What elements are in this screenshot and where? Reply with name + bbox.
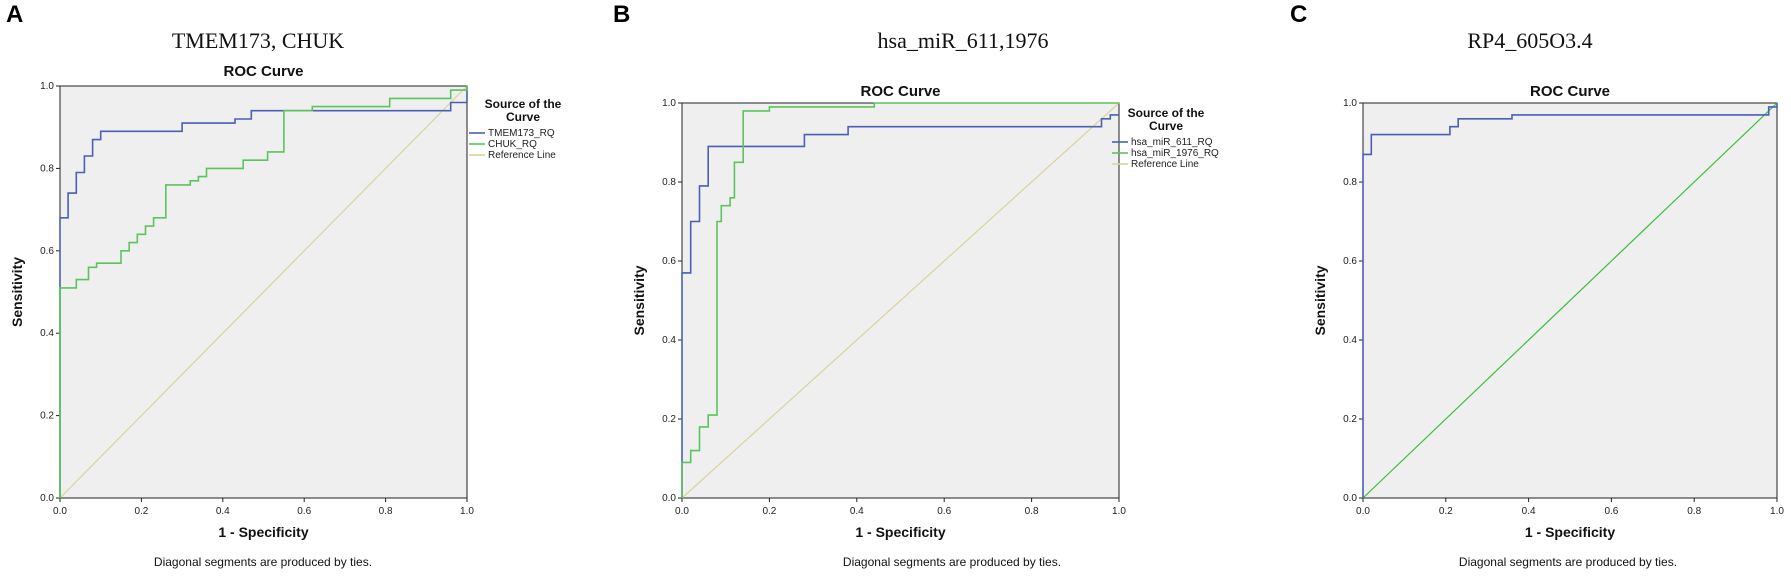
chart-title: ROC Curve xyxy=(1530,83,1610,100)
panel-a: A TMEM173, CHUK ROC Curve 0.0 0.2 0.4 0.6 0.8 1.… xyxy=(6,1,562,569)
legend-entry-chuk-rq: CHUK_RQ xyxy=(488,139,537,150)
chart-title: ROC Curve xyxy=(223,63,303,80)
legend-entry-tmem173-rq: TMEM173_RQ xyxy=(488,128,555,139)
x-tick-label: 1.0 xyxy=(1112,506,1126,517)
panel-title: RP4_605O3.4 xyxy=(1467,28,1592,53)
legend-entry-hsa-mir-611-rq: hsa_miR_611_RQ xyxy=(1131,137,1213,148)
x-tick-label: 0.8 xyxy=(379,506,393,517)
series-line-hsa-mir-1976-rq xyxy=(681,102,1119,498)
panel-letter: B xyxy=(613,1,630,28)
x-tick-label: 0.0 xyxy=(675,506,689,517)
legend-entry-reference-line: Reference Line xyxy=(488,150,556,161)
y-tick-label: 0.8 xyxy=(1343,177,1357,188)
y-tick-label: 1.0 xyxy=(1343,98,1357,109)
y-tick-label: 0.0 xyxy=(662,493,676,504)
y-tick-label: 0.6 xyxy=(662,256,676,267)
legend-title: Source of the Curve xyxy=(485,97,562,124)
x-tick-label: 0.6 xyxy=(937,506,951,517)
series-line-reference-line xyxy=(59,85,468,499)
legend: Source of the Curve hsa_miR_611_RQhsa_miR_… xyxy=(1112,106,1219,170)
footnote: Diagonal segments are produced by ties. xyxy=(843,555,1061,569)
y-tick-label: 0.0 xyxy=(1343,493,1357,504)
y-tick-label: 0.6 xyxy=(1343,256,1357,267)
x-tick-label: 0.2 xyxy=(762,506,776,517)
y-tick-label: 1.0 xyxy=(662,98,676,109)
panel-title: TMEM173, CHUK xyxy=(172,28,344,53)
y-axis-label: Sensitivity xyxy=(9,257,25,327)
y-tick-label: 0.8 xyxy=(662,177,676,188)
legend-entry-hsa-mir-1976-rq: hsa_miR_1976_RQ xyxy=(1131,148,1219,159)
x-tick-label: 1.0 xyxy=(1770,506,1784,517)
chart-title: ROC Curve xyxy=(860,83,940,100)
x-tick-label: 0.8 xyxy=(1025,506,1039,517)
footnote: Diagonal segments are produced by ties. xyxy=(1459,555,1677,569)
y-tick-label: 0.0 xyxy=(40,493,54,504)
x-tick-label: 0.6 xyxy=(297,506,311,517)
panel-title: hsa_miR_611,1976 xyxy=(878,28,1049,53)
x-tick-label: 0.2 xyxy=(1439,506,1453,517)
y-tick-label: 0.2 xyxy=(40,411,54,422)
series-line-tmem173-rq xyxy=(59,86,468,498)
series-line-hsa-mir-611-rq xyxy=(681,114,1119,498)
y-axis-label: Sensitivity xyxy=(1312,265,1328,335)
x-tick-label: 0.4 xyxy=(216,506,230,517)
series-line-reference-line xyxy=(1362,102,1778,499)
x-axis-label: 1 - Specificity xyxy=(218,524,308,540)
legend-title: Source of the Curve xyxy=(1128,106,1205,133)
x-tick-label: 1.0 xyxy=(460,506,474,517)
y-tick-label: 0.2 xyxy=(662,414,676,425)
panel-letter: A xyxy=(6,1,23,28)
y-tick-label: 0.4 xyxy=(662,335,676,346)
x-tick-label: 0.0 xyxy=(1356,506,1370,517)
panel-c: C RP4_605O3.4 ROC Curve 0.0 0.2 0.4 0.6 0.8 1.0 0… xyxy=(1290,1,1784,569)
y-tick-label: 0.4 xyxy=(40,328,54,339)
y-tick-label: 0.4 xyxy=(1343,335,1357,346)
x-tick-label: 0.2 xyxy=(134,506,148,517)
footnote: Diagonal segments are produced by ties. xyxy=(154,555,372,569)
x-tick-label: 0.6 xyxy=(1604,506,1618,517)
x-tick-label: 0.4 xyxy=(1522,506,1536,517)
legend-entry-reference-line: Reference Line xyxy=(1131,159,1199,170)
x-axis-label: 1 - Specificity xyxy=(855,524,945,540)
series-line-rp4-605o3-4 xyxy=(1362,103,1778,498)
y-tick-label: 0.2 xyxy=(1343,414,1357,425)
x-tick-label: 0.8 xyxy=(1687,506,1701,517)
x-axis-label: 1 - Specificity xyxy=(1525,524,1615,540)
x-tick-label: 0.0 xyxy=(53,506,67,517)
legend: Source of the Curve TMEM173_RQCHUK_RQRefer… xyxy=(469,97,562,161)
series-line-chuk-rq xyxy=(59,86,468,498)
panel-letter: C xyxy=(1290,1,1307,28)
x-tick-label: 0.4 xyxy=(850,506,864,517)
y-tick-label: 0.6 xyxy=(40,246,54,257)
y-axis-label: Sensitivity xyxy=(631,265,647,335)
y-tick-label: 0.8 xyxy=(40,163,54,174)
series-line-reference-line xyxy=(681,102,1120,499)
y-tick-label: 1.0 xyxy=(40,81,54,92)
